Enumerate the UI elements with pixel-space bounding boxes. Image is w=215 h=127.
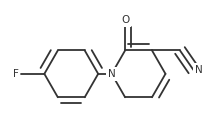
Text: N: N: [195, 65, 203, 75]
Text: N: N: [108, 69, 115, 79]
Text: O: O: [121, 15, 129, 25]
Text: F: F: [13, 69, 18, 79]
